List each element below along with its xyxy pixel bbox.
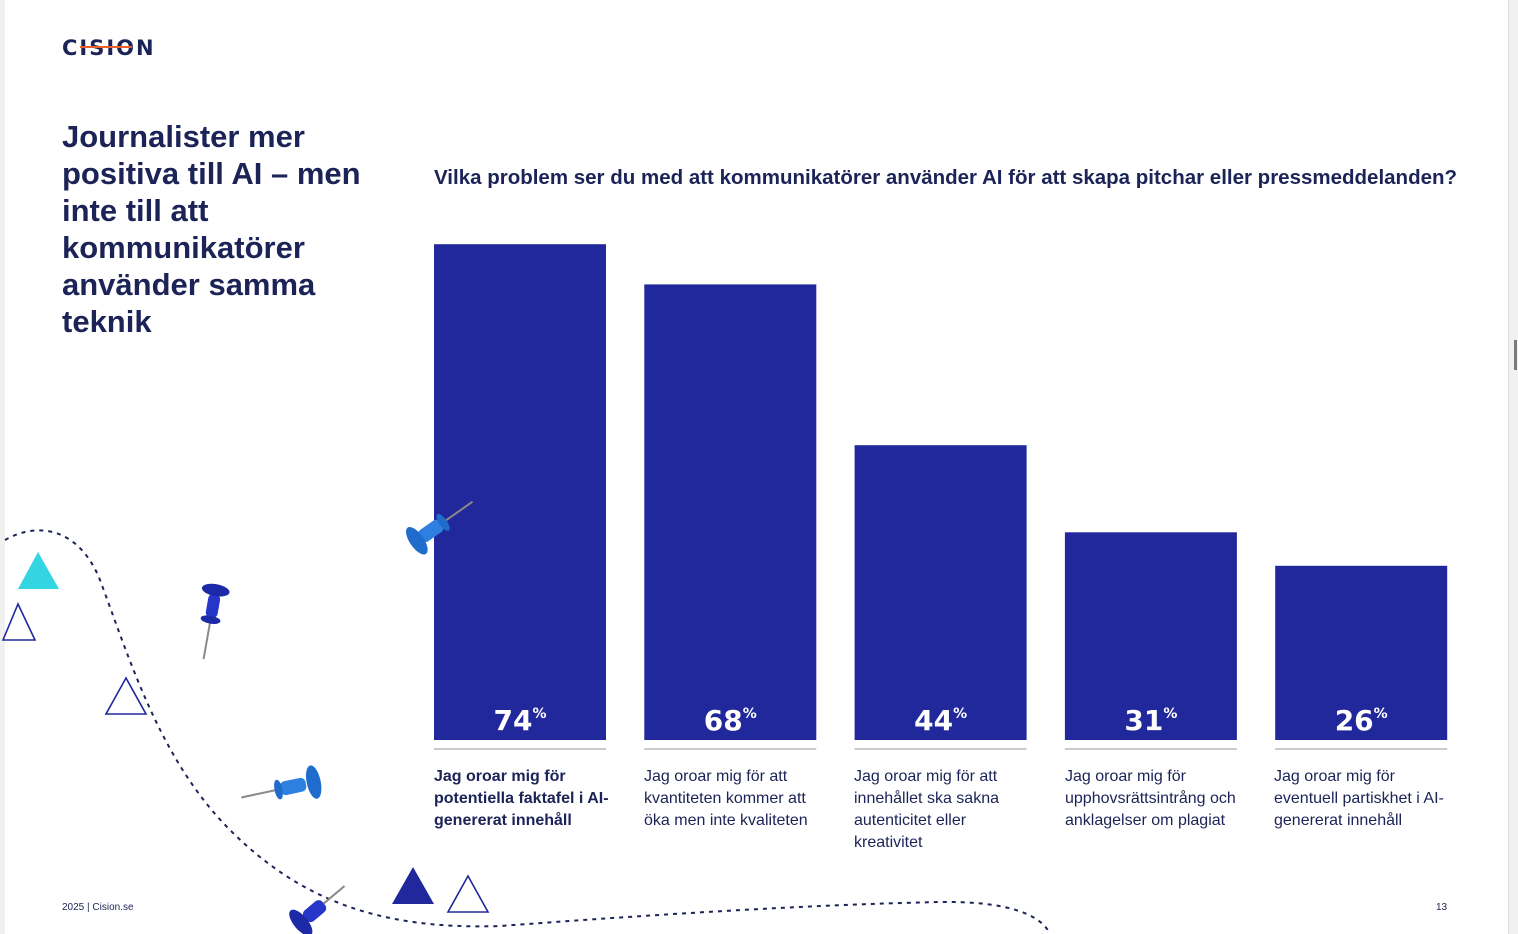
- bar-4: [1064, 532, 1237, 740]
- scrollbar-track[interactable]: [1508, 0, 1518, 934]
- bar-3: [854, 445, 1027, 740]
- category-label-2: Jag oroar mig för att kvantiteten kommer…: [644, 768, 808, 829]
- left-edge-strip: [0, 0, 5, 934]
- category-label-5: Jag oroar mig för eventuell partiskhet i…: [1274, 768, 1444, 829]
- bar-value-label-4: 31%: [1124, 704, 1177, 737]
- cision-logo: CISION: [62, 36, 156, 60]
- chart-title: Vilka problem ser du med att kommunikatö…: [434, 166, 1458, 189]
- category-label-3: Jag oroar mig för att innehållet ska sak…: [854, 768, 999, 851]
- scrollbar-thumb[interactable]: [1514, 340, 1517, 370]
- bar-1: [434, 244, 606, 740]
- category-label-4: Jag oroar mig för upphovsrättsintrång oc…: [1065, 768, 1236, 829]
- page-number: 13: [1436, 902, 1448, 913]
- page-title: Journalister mer positiva till AI – men …: [62, 119, 361, 339]
- bar-5: [1275, 565, 1448, 740]
- footer-source: 2025 | Cision.se: [62, 902, 134, 913]
- bar-2: [644, 284, 817, 740]
- category-label-1: Jag oroar mig för potentiella faktafel i…: [434, 768, 609, 829]
- logo-accent-bar: [80, 46, 132, 48]
- bar-value-label-5: 26%: [1335, 704, 1388, 737]
